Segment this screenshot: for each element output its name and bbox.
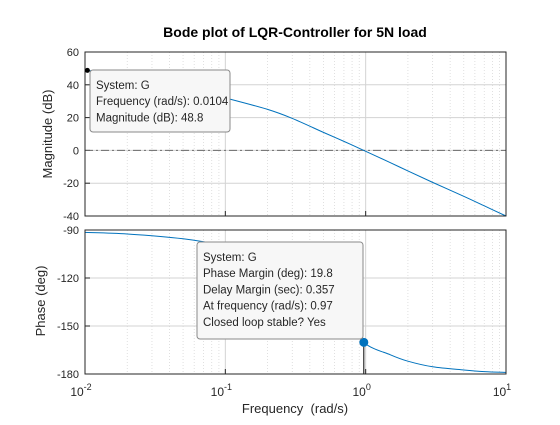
chart-title: Bode plot of LQR-Controller for 5N load (163, 24, 427, 40)
phase-datatip-line: Closed loop stable? Yes (203, 317, 326, 329)
magnitude-datatip-marker (84, 67, 90, 73)
phase-ytick-label: -90 (63, 225, 79, 237)
phase-margin-marker (359, 337, 369, 347)
magnitude-ytick-label: 20 (67, 113, 79, 125)
phase-ytick-label: -180 (57, 369, 79, 381)
phase-ylabel: Phase (deg) (33, 266, 48, 337)
xtick-label: 10-2 (70, 382, 91, 399)
magnitude-datatip-line: Magnitude (dB): 48.8 (96, 112, 203, 124)
phase-datatip-line: System: G (203, 252, 257, 264)
magnitude-ytick-label: -40 (63, 211, 79, 223)
magnitude-axes-box (84, 51, 507, 217)
magnitude-ytick-label: 60 (67, 47, 79, 59)
phase-datatip-line: At frequency (rad/s): 0.97 (203, 301, 333, 313)
phase-axes-box (84, 229, 507, 375)
phase-datatip-box (196, 241, 364, 340)
magnitude-datatip-box (89, 69, 231, 133)
magnitude-ytick-label: -20 (63, 178, 79, 190)
magnitude-ytick-label: 0 (73, 145, 79, 157)
phase-ytick-label: -150 (57, 321, 79, 333)
magnitude-ytick-label: 40 (67, 80, 79, 92)
x-axis-label: Frequency (rad/s) (242, 401, 348, 416)
magnitude-datatip-line: Frequency (rad/s): 0.0104 (96, 96, 229, 108)
xtick-label: 10-1 (211, 382, 232, 399)
xtick-label: 100 (352, 382, 370, 399)
magnitude-datatip-line: System: G (96, 80, 150, 92)
phase-ytick-label: -120 (57, 273, 79, 285)
xtick-label: 101 (493, 382, 511, 399)
magnitude-ylabel: Magnitude (dB) (40, 90, 55, 179)
magnitude-panel: 60 40 20 0 -20 -40 System: G Frequency (rad/s):… (63, 47, 507, 223)
phase-datatip-line: Delay Margin (sec): 0.357 (203, 284, 335, 296)
phase-datatip-line: Phase Margin (deg): 19.8 (203, 268, 333, 280)
